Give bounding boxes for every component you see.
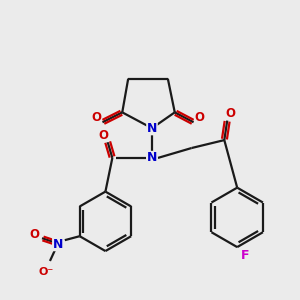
Text: O: O: [194, 111, 205, 124]
Text: O: O: [225, 107, 235, 120]
Text: N: N: [53, 238, 63, 250]
Text: N: N: [147, 152, 157, 164]
Text: O: O: [29, 228, 39, 241]
Text: N: N: [147, 122, 157, 135]
Text: F: F: [241, 248, 249, 262]
Text: O: O: [92, 111, 101, 124]
Text: O: O: [98, 129, 108, 142]
Text: O⁻: O⁻: [38, 267, 54, 277]
